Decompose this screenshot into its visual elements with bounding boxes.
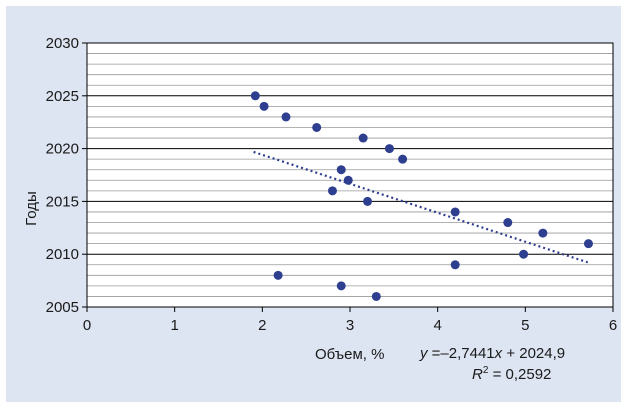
- data-point: [358, 133, 368, 143]
- eq-intercept: + 2024,9: [502, 345, 566, 362]
- data-point: [371, 291, 381, 301]
- r-squared: R2 = 0,2592: [420, 365, 625, 383]
- regression-equation: y =–2,7441x + 2024,9: [420, 345, 625, 362]
- y-tick-label: 2025: [46, 88, 79, 105]
- x-tick-label: 0: [83, 317, 91, 334]
- eq-slope: =–2,7441: [427, 345, 495, 362]
- regression-annotation: y =–2,7441x + 2024,9 R2 = 0,2592: [420, 345, 625, 383]
- data-point: [583, 239, 593, 249]
- eq-var-x: x: [494, 345, 503, 362]
- data-point: [336, 281, 346, 291]
- x-tick-label: 5: [521, 317, 529, 334]
- y-tick-label: 2020: [46, 141, 79, 158]
- data-point: [336, 165, 346, 175]
- x-tick-label: 4: [433, 317, 441, 334]
- plot-area: [87, 43, 613, 307]
- data-point: [384, 144, 394, 154]
- y-tick-label: 2015: [46, 193, 79, 210]
- data-point: [398, 154, 408, 164]
- data-point: [250, 91, 260, 101]
- eq-var-y: y: [420, 345, 428, 362]
- x-tick-label: 2: [258, 317, 266, 334]
- r2-superscript: 2: [482, 365, 489, 376]
- data-point: [273, 270, 283, 280]
- y-tick-label: 2030: [46, 35, 79, 52]
- trendline: [253, 150, 589, 264]
- data-point: [519, 249, 529, 259]
- ticks: 2005 2010 2015 2020 2025 2030 0 1 2 3 4 5 6: [46, 35, 618, 334]
- y-tick-label: 2005: [46, 299, 79, 316]
- data-point: [450, 260, 460, 270]
- minor-grid: [87, 53, 613, 297]
- x-tick-label: 1: [170, 317, 178, 334]
- data-point: [312, 122, 322, 132]
- data-points: [250, 91, 593, 301]
- data-point: [538, 228, 548, 238]
- data-point: [259, 101, 269, 111]
- r2-value: = 0,2592: [488, 366, 552, 383]
- r2-label: R: [472, 366, 483, 383]
- x-tick-label: 6: [609, 317, 617, 334]
- y-tick-label: 2010: [46, 246, 79, 263]
- x-tick-label: 3: [346, 317, 354, 334]
- data-point: [503, 218, 513, 228]
- x-axis-label: Объем, %: [315, 346, 385, 363]
- data-point: [343, 175, 353, 185]
- data-point: [281, 112, 291, 122]
- data-point: [327, 186, 337, 196]
- data-point: [363, 196, 373, 206]
- y-axis-label: Годы: [22, 191, 40, 226]
- data-point: [450, 207, 460, 217]
- trendline-group: [253, 150, 589, 264]
